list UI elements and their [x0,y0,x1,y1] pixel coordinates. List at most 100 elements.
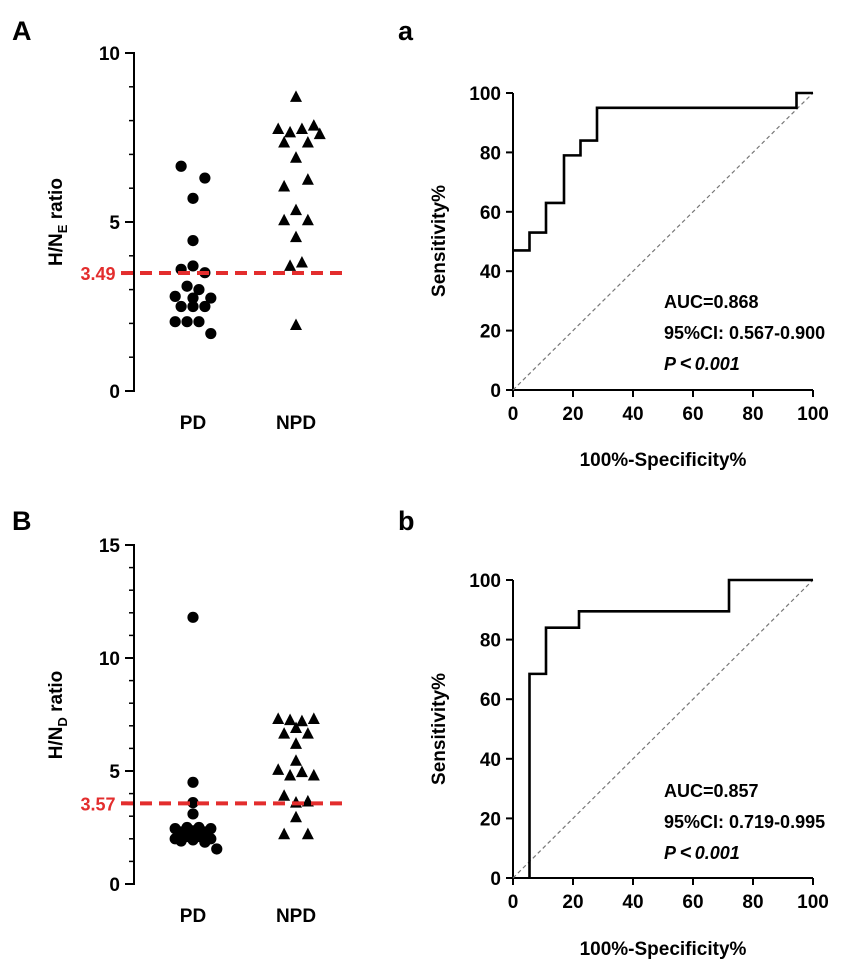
data-point-npd [295,765,308,778]
data-point-pd [187,300,199,313]
data-point-pd [193,316,205,328]
data-point-npd [278,789,291,801]
data-point-pd [199,300,211,313]
auc-annotation: AUC=0.857 [664,781,759,801]
roc-curve [528,578,813,878]
data-point-pd [175,300,187,313]
panel-label: B [12,506,32,536]
panel-label: A [12,16,32,46]
data-point-pd [187,234,199,247]
roc-curve [513,91,813,252]
y-tick-label: 0 [109,875,120,896]
data-point-npd [284,259,297,271]
y-tick-label: 15 [99,536,121,557]
data-point-pd [205,327,217,340]
x-tick-label: 100 [797,892,829,913]
data-point-npd [278,135,291,148]
data-point-pd [187,192,199,204]
y-tick-label: 100 [469,84,501,105]
data-point-npd [301,213,314,226]
x-tick-label: 60 [682,404,703,425]
y-tick-label: 0 [490,869,501,890]
y-axis-title: H/NE ratio [46,178,70,266]
data-point-npd [295,714,308,727]
data-point-npd [284,125,297,138]
y-tick-label: 60 [480,203,501,224]
x-tick-label: 40 [622,404,643,425]
data-point-npd [295,122,308,134]
y-tick-label: 60 [480,690,501,711]
panel-A: A 0 5 10 H/NE ratio PD NPD 3.49 [12,16,349,434]
x-tick-label: 20 [562,404,583,425]
x-tick-label: 80 [742,404,763,425]
data-point-npd [307,119,320,131]
data-point-npd [272,122,285,134]
data-point-pd [193,284,205,296]
x-axis-title: 100%-Specificity% [580,450,747,471]
p-value-annotation: P <0.001 [664,353,740,375]
y-tick-label: 5 [109,213,120,234]
y-tick-label: 10 [99,44,120,65]
data-point-pd [199,172,211,184]
y-tick-label: 5 [109,762,120,783]
data-point-npd [278,179,291,192]
data-point-npd [272,763,285,775]
data-point-npd [278,827,291,840]
reference-diagonal [512,92,814,391]
data-point-npd [301,135,314,148]
data-point-npd [290,737,302,749]
y-tick-label: 40 [480,750,501,771]
panel-a: a 0 20 40 60 80 100 0 20 40 60 80 100 100%-Specificit… [398,16,829,471]
data-point-pd [187,260,199,272]
data-point-npd [290,318,302,331]
data-point-npd [295,255,308,268]
data-point-npd [278,727,291,739]
cutoff-label: 3.57 [80,794,115,814]
y-axis-title: H/ND ratio [46,671,70,760]
data-point-npd [290,151,302,163]
data-point-pd [187,808,199,820]
category-label-npd: NPD [276,906,316,927]
ci-annotation: 95%CI: 0.567-0.900 [664,323,825,343]
y-tick-label: 20 [480,322,501,343]
panel-b: b 0 20 40 60 80 100 0 20 40 60 80 100 100%-Specificit… [398,506,829,960]
y-axis-title: Sensitivity% [429,185,450,297]
data-point-pd [169,316,181,328]
y-tick-label: 80 [480,631,501,652]
data-point-npd [290,721,302,734]
data-point-npd [284,713,297,726]
y-tick-label: 100 [469,571,501,592]
y-tick-label: 80 [480,143,501,164]
x-tick-label: 20 [562,892,583,913]
data-point-pd [211,843,223,855]
y-tick-label: 40 [480,262,501,283]
y-tick-label: 0 [109,382,120,403]
data-point-pd [181,316,193,328]
panel-label: a [398,16,414,46]
data-point-npd [272,712,285,724]
data-point-npd [301,827,314,840]
x-tick-label: 0 [508,892,519,913]
data-point-npd [301,173,314,185]
data-point-npd [290,810,302,823]
auc-annotation: AUC=0.868 [664,292,759,312]
p-value-annotation: P <0.001 [664,842,740,864]
x-tick-label: 0 [508,404,519,425]
cutoff-label: 3.49 [80,264,115,284]
data-point-pd [205,292,217,304]
data-point-npd [290,90,302,102]
data-point-pd [175,160,187,172]
y-tick-label: 0 [490,381,501,402]
data-point-pd [187,292,199,304]
data-point-npd [301,794,314,807]
category-label-pd: PD [180,906,206,927]
data-point-npd [301,727,314,739]
x-tick-label: 60 [682,892,703,913]
y-axis-title: Sensitivity% [429,673,450,785]
data-point-npd [284,768,297,781]
category-label-pd: PD [180,413,206,434]
data-point-npd [278,213,291,226]
panel-B: B 0 5 10 15 H/ND ratio PD NPD 3.57 [12,506,349,927]
data-point-pd [181,280,193,292]
